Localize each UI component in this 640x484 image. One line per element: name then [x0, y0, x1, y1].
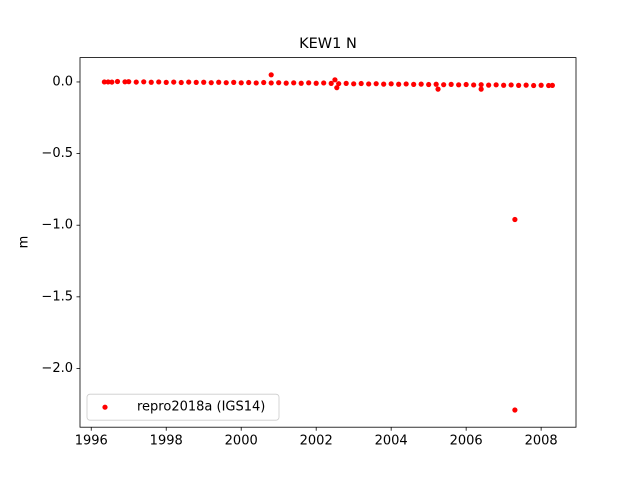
x-tick-label: 2000 [225, 434, 258, 449]
data-point [358, 80, 364, 87]
data-point [433, 81, 439, 87]
data-point [321, 80, 327, 86]
data-point [216, 79, 222, 85]
x-tick-label: 2004 [375, 434, 408, 449]
x-tick-label: 2008 [525, 434, 558, 449]
y-tick-label: −1.0 [41, 218, 73, 233]
data-point [546, 82, 552, 89]
x-tick-label: 1996 [75, 434, 108, 449]
data-point [478, 82, 484, 88]
data-point [418, 81, 424, 87]
data-point [148, 79, 154, 85]
data-point [276, 80, 282, 86]
legend-marker [102, 404, 108, 410]
data-point [163, 79, 169, 85]
x-tick-label: 2002 [300, 434, 333, 449]
y-tick-label: −2.0 [41, 361, 73, 376]
data-point [448, 81, 454, 87]
x-tick-label: 2006 [450, 434, 483, 449]
data-point [193, 79, 199, 85]
data-point [396, 81, 402, 87]
data-point [291, 80, 297, 86]
data-point [114, 78, 121, 85]
data-point [523, 82, 529, 88]
data-point [493, 82, 499, 88]
data-point [512, 407, 518, 413]
data-point [403, 81, 409, 87]
data-point [531, 82, 537, 89]
data-point [122, 79, 128, 85]
data-point [501, 82, 507, 88]
data-point [366, 81, 372, 87]
y-tick-label: −1.5 [41, 289, 73, 304]
data-point [334, 85, 340, 91]
y-axis-label: m [17, 236, 32, 249]
data-point [283, 80, 289, 86]
data-point [201, 79, 207, 85]
x-tick-label: 1998 [150, 434, 183, 449]
data-point [456, 82, 462, 88]
data-point [332, 77, 338, 83]
data-point [486, 82, 492, 88]
data-point [109, 79, 115, 85]
data-point [336, 81, 342, 87]
data-point [261, 79, 267, 86]
data-point [512, 216, 518, 223]
y-tick-label: −0.5 [41, 146, 73, 161]
data-point [268, 72, 274, 78]
data-point [223, 80, 229, 86]
data-point [381, 81, 387, 87]
data-point [351, 81, 357, 87]
data-point [471, 82, 477, 88]
data-point [178, 79, 184, 86]
data-point [105, 79, 111, 85]
data-point [306, 80, 312, 86]
data-point [208, 80, 214, 86]
data-point [101, 79, 107, 85]
data-point [133, 79, 139, 85]
data-point [313, 80, 319, 86]
plot-frame [79, 57, 577, 428]
data-point [253, 80, 259, 86]
legend-box [86, 393, 280, 421]
data-point [246, 79, 252, 86]
data-point [373, 81, 379, 87]
chart-title: KEW1 N [299, 36, 357, 52]
data-point [343, 80, 349, 86]
data-point [441, 82, 447, 88]
data-point [186, 79, 192, 85]
data-point [516, 82, 522, 88]
data-point [435, 86, 441, 92]
data-point [156, 79, 162, 85]
data-point [238, 80, 244, 86]
data-point [171, 79, 177, 85]
data-point [463, 81, 469, 88]
data-point [298, 80, 304, 86]
data-point [538, 82, 544, 88]
legend-label: repro2018a (IGS14) [137, 400, 265, 415]
data-point [426, 81, 432, 88]
data-point [388, 81, 394, 87]
y-tick-label: 0.0 [52, 74, 73, 89]
data-point [411, 81, 417, 87]
data-point [549, 82, 555, 88]
data-point [328, 80, 334, 86]
data-point [141, 79, 147, 85]
data-point [126, 79, 132, 85]
data-point [231, 79, 237, 85]
data-point [508, 82, 514, 88]
data-point [478, 86, 484, 92]
data-point [268, 80, 274, 86]
